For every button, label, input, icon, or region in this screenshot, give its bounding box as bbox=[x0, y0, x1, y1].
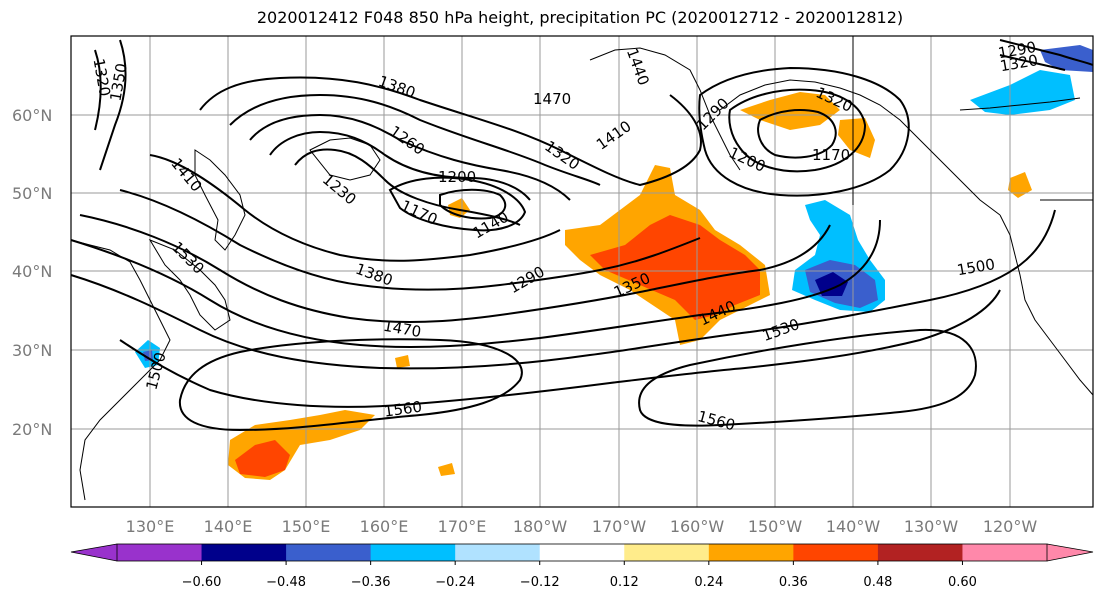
lat-label: 40°N bbox=[12, 262, 52, 281]
contour-label: 1470 bbox=[533, 90, 571, 108]
lon-label: 170°E bbox=[438, 517, 487, 536]
colorbar-swatch bbox=[708, 544, 794, 561]
contour-label: 1170 bbox=[812, 146, 850, 164]
colorbar-tick-label: −0.48 bbox=[266, 575, 306, 590]
lon-label: 160°W bbox=[670, 517, 725, 536]
latitude-labels: 60°N 50°N 40°N 30°N 20°N bbox=[12, 106, 52, 439]
colorbar-tick-label: 0.36 bbox=[779, 575, 808, 590]
contour-label: 1200 bbox=[438, 168, 476, 186]
lon-label: 140°E bbox=[204, 517, 253, 536]
lon-label: 130°E bbox=[126, 517, 175, 536]
lon-label: 150°W bbox=[748, 517, 803, 536]
colorbar-tick-label: 0.24 bbox=[694, 575, 723, 590]
colorbar-tick-label: 0.60 bbox=[948, 575, 977, 590]
lon-label: 140°W bbox=[826, 517, 881, 536]
colorbar-extend-low bbox=[71, 544, 117, 561]
map-title: 2020012412 F048 850 hPa height, precipit… bbox=[256, 8, 904, 27]
lon-label: 120°W bbox=[983, 517, 1038, 536]
colorbar-swatch bbox=[370, 544, 456, 561]
colorbar-tick-label: −0.24 bbox=[435, 575, 475, 590]
colorbar-swatch bbox=[455, 544, 541, 561]
colorbar-swatch bbox=[624, 544, 710, 561]
map-frame bbox=[70, 35, 1094, 508]
colorbar-swatch bbox=[539, 544, 625, 561]
colorbar-tick-label: 0.12 bbox=[610, 575, 639, 590]
colorbar-swatch bbox=[201, 544, 287, 561]
lat-label: 20°N bbox=[12, 420, 52, 439]
graticule bbox=[71, 36, 1093, 507]
colorbar-swatch bbox=[286, 544, 372, 561]
lon-label: 150°E bbox=[282, 517, 331, 536]
lat-label: 50°N bbox=[12, 184, 52, 203]
colorbar-tick-label: −0.60 bbox=[182, 575, 222, 590]
colorbar-swatch bbox=[877, 544, 963, 561]
lon-label: 180°W bbox=[513, 517, 568, 536]
colorbar-swatch bbox=[793, 544, 879, 561]
lat-label: 30°N bbox=[12, 341, 52, 360]
colorbar: −0.60 −0.48 −0.36 −0.24 −0.12 0.12 0.24 0.36 0.4… bbox=[70, 543, 1094, 590]
lon-label: 170°W bbox=[592, 517, 647, 536]
lat-label: 60°N bbox=[12, 106, 52, 125]
colorbar-tick-label: −0.36 bbox=[351, 575, 391, 590]
colorbar-tick-label: −0.12 bbox=[520, 575, 560, 590]
colorbar-swatch bbox=[117, 544, 203, 561]
colorbar-swatch bbox=[962, 544, 1048, 561]
contour-label: 1560 bbox=[383, 398, 423, 421]
colorbar-extend-high bbox=[1047, 544, 1093, 561]
height-contours bbox=[70, 39, 1094, 432]
lon-label: 160°E bbox=[360, 517, 409, 536]
colorbar-tick-label: 0.48 bbox=[863, 575, 892, 590]
longitude-labels: 130°E 140°E 150°E 160°E 170°E 180°W 170°… bbox=[126, 517, 1038, 536]
coastlines bbox=[70, 36, 1094, 501]
lon-label: 130°W bbox=[904, 517, 959, 536]
precip-negative-anomaly bbox=[135, 45, 1093, 368]
